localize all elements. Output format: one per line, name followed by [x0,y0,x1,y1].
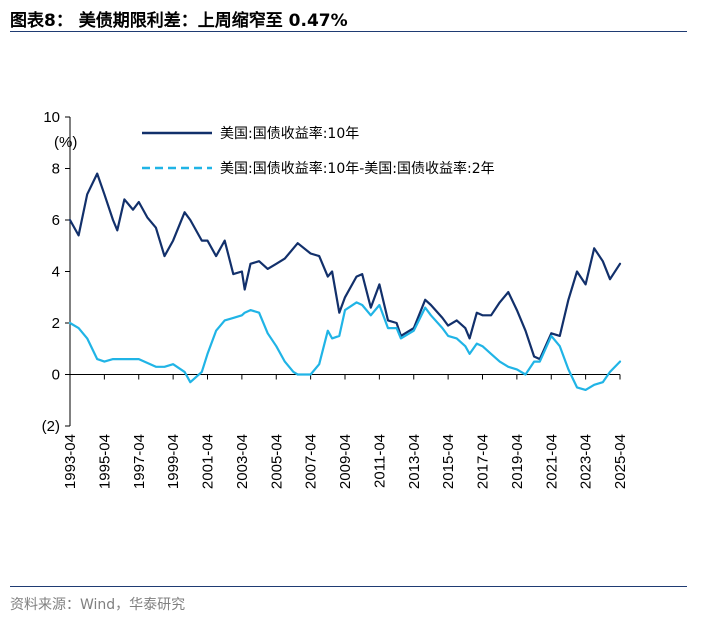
x-tick-label: 2007-04 [303,434,320,489]
y-tick-label: 10 [43,109,60,126]
y-unit-label: (%) [54,134,77,151]
x-tick-label: 2019-04 [509,434,526,489]
x-tick-label: 2023-04 [578,434,595,489]
source-note: 资料来源：Wind，华泰研究 [10,597,186,613]
chart-svg: 10 8 6 4 2 0 (2) (%) 1993-04 1995-04 1997-04 1999-… [42,109,629,489]
legend-label: 美国:国债收益率:10年 [220,125,359,142]
legend-label: 美国:国债收益率:10年-美国:国债收益率:2年 [220,160,495,177]
series-layer [68,172,622,391]
y-tick-label: 8 [52,161,60,178]
y-tick-label: 2 [52,315,60,332]
series-line-spread [68,301,622,391]
y-tick-label: 4 [52,264,60,281]
x-tick-label: 2011-04 [371,434,388,488]
bottom-rule [10,586,687,587]
x-tick-label: 2025-04 [612,434,629,489]
y-axis: 10 8 6 4 2 0 (2) (%) [42,109,78,435]
y-tick-label: 6 [52,212,60,229]
series-line-10y [68,172,622,361]
x-tick-label: 2013-04 [406,434,423,489]
x-tick-label: 2003-04 [234,434,251,489]
x-tick-label: 1995-04 [96,434,113,489]
x-tick-label: 2021-04 [543,434,560,489]
x-tick-label: 2005-04 [268,434,285,489]
x-tick-label: 2001-04 [200,434,217,489]
x-tick-label: 1997-04 [131,434,148,489]
x-tick-label: 2009-04 [337,434,354,489]
x-axis: 1993-04 1995-04 1997-04 1999-04 2001-04 2003-… [62,374,629,489]
x-tick-label: 2015-04 [440,434,457,489]
y-tick-label: (2) [42,418,60,435]
chart-title: 图表8： 美债期限利差：上周缩窄至 0.47% [10,11,348,31]
y-tick-label: 0 [52,367,60,384]
x-tick-label: 1993-04 [62,434,79,489]
top-rule [10,31,687,32]
x-tick-label: 1999-04 [165,434,182,489]
x-tick-label: 2017-04 [475,434,492,489]
